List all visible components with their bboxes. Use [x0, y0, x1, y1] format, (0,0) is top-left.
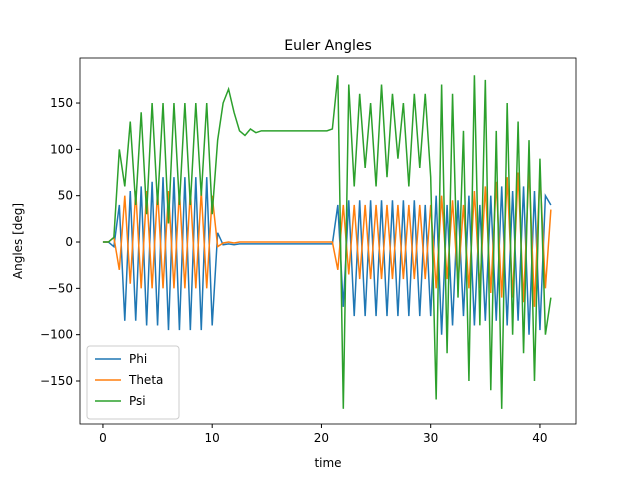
y-tick-label: 150: [50, 96, 73, 110]
chart-title: Euler Angles: [284, 38, 372, 54]
y-tick-label: −50: [48, 281, 73, 295]
x-tick-label: 20: [314, 431, 329, 445]
y-tick-label: 100: [50, 142, 73, 156]
x-tick-label: 30: [423, 431, 438, 445]
series-line: [102, 167, 552, 307]
y-tick-label: −150: [40, 374, 73, 388]
y-axis-label: Angles [deg]: [11, 203, 25, 279]
x-tick-label: 10: [205, 431, 220, 445]
x-axis-label: time: [314, 456, 341, 470]
x-tick-label: 0: [99, 431, 107, 445]
plot-frame: [79, 57, 577, 425]
y-tick-label: −100: [40, 328, 73, 342]
y-tick-label: 0: [65, 235, 73, 249]
x-tick-label: 40: [532, 431, 547, 445]
y-tick-label: 50: [58, 189, 73, 203]
legend-label: Psi: [129, 394, 146, 408]
legend-label: Phi: [129, 352, 147, 366]
legend-label: Theta: [128, 373, 163, 387]
series-line: [102, 75, 552, 409]
series-line: [102, 177, 552, 335]
